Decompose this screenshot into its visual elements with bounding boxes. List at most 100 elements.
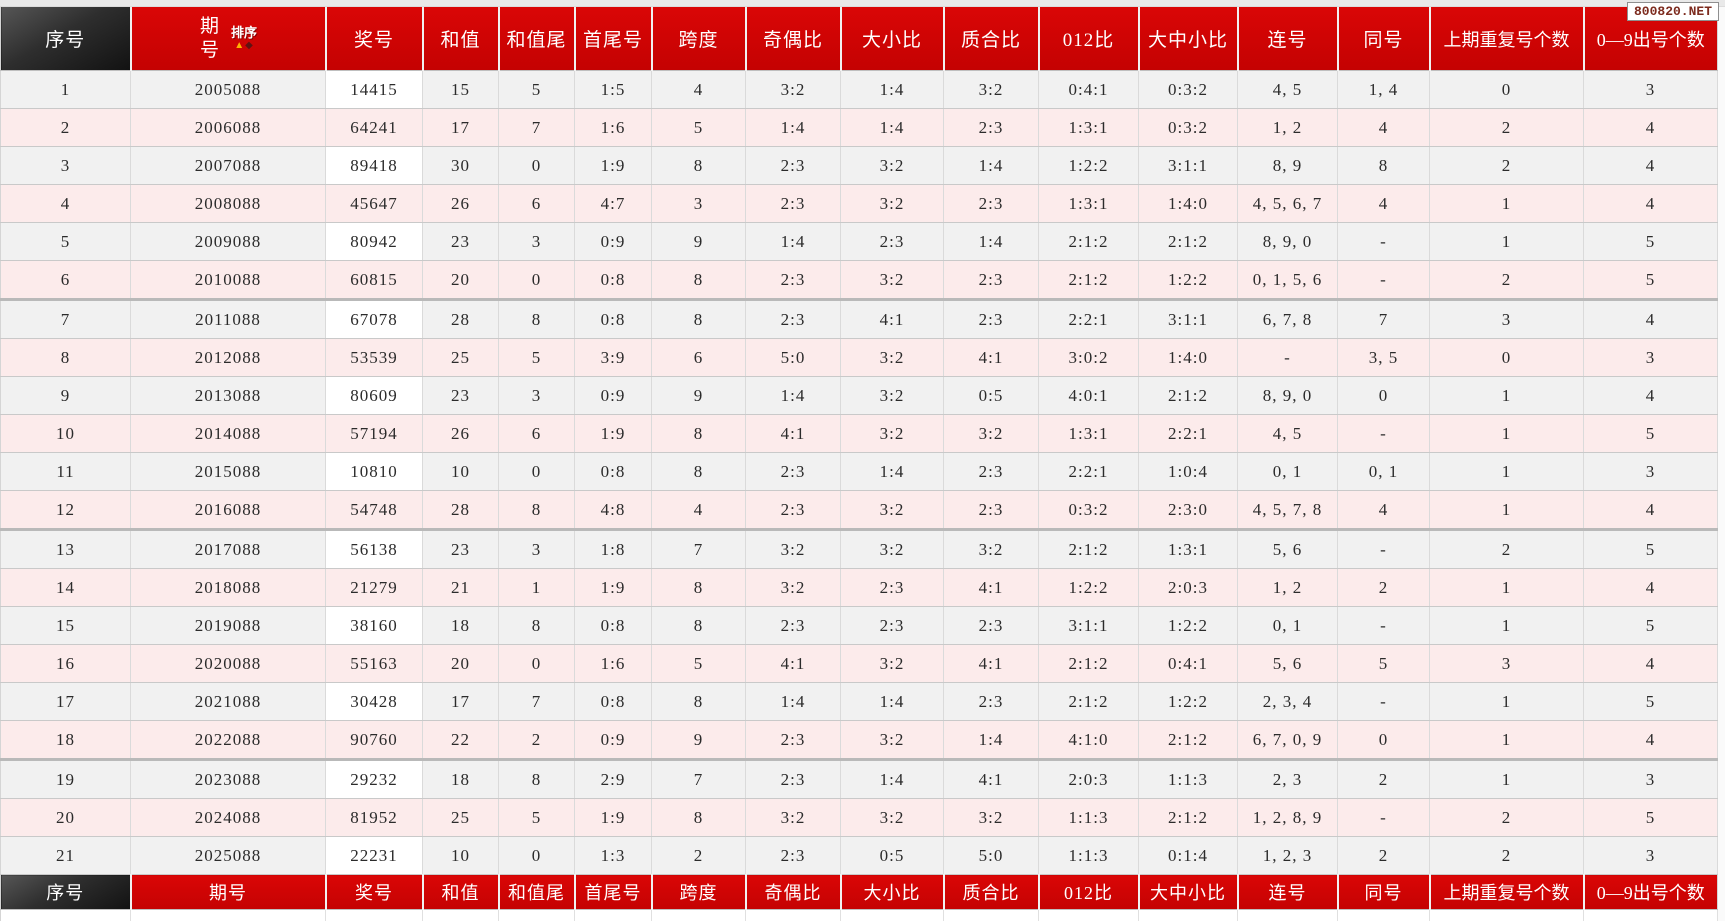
cell-digit-appear-count: 4 bbox=[1584, 721, 1718, 760]
cell-big-small: 2:3 bbox=[841, 223, 944, 261]
cell-big-mid-small: 1:2:2 bbox=[1139, 607, 1238, 645]
cell-odd-even: 2:3 bbox=[746, 185, 841, 223]
cell-consecutive: 5, 6 bbox=[1238, 645, 1338, 683]
footer-odd-even: 奇偶比 bbox=[746, 875, 841, 910]
cell-same-number: - bbox=[1338, 261, 1430, 300]
cell-first-last: 0:9 bbox=[575, 377, 652, 415]
cell-prime-composite: 1:4 bbox=[944, 223, 1039, 261]
cell-span: 4 bbox=[652, 71, 746, 109]
cell-big-small: 1:4 bbox=[841, 760, 944, 799]
cell-consecutive: 6, 7, 0, 9 bbox=[1238, 721, 1338, 760]
cell-period: 2021088 bbox=[131, 683, 326, 721]
cell-odd-even: 2:3 bbox=[746, 721, 841, 760]
cell-big-mid-small: 2:1:2 bbox=[1139, 799, 1238, 837]
cell-sum-tail: 1 bbox=[499, 569, 575, 607]
cell-big-mid-small: 1:2:2 bbox=[1139, 261, 1238, 300]
cell-prime-composite: 2:3 bbox=[944, 185, 1039, 223]
cell-prime-composite: 3:2 bbox=[944, 415, 1039, 453]
footer-span: 跨度 bbox=[652, 875, 746, 910]
cell-sum: 25 bbox=[423, 799, 499, 837]
cell-sum: 17 bbox=[423, 109, 499, 147]
cell-big-mid-small: 3:1:1 bbox=[1139, 300, 1238, 339]
cell-prime-composite: 0:5 bbox=[944, 377, 1039, 415]
cell-span: 7 bbox=[652, 530, 746, 569]
cell-period: 2005088 bbox=[131, 71, 326, 109]
cell-period: 2007088 bbox=[131, 147, 326, 185]
cell-012-ratio: 4:1:0 bbox=[1039, 721, 1139, 760]
cell-prime-composite: 4:1 bbox=[944, 339, 1039, 377]
cell-digit-appear-count: 4 bbox=[1584, 147, 1718, 185]
cell-odd-even: 2:3 bbox=[746, 607, 841, 645]
cell-odd-even: 2:3 bbox=[746, 760, 841, 799]
cell-odd-even: 2:3 bbox=[746, 491, 841, 530]
cell-consecutive: 1, 2, 8, 9 bbox=[1238, 799, 1338, 837]
cell-index: 15 bbox=[1, 607, 131, 645]
sort-label[interactable]: 排序 bbox=[231, 26, 257, 39]
cell-span: 8 bbox=[652, 683, 746, 721]
cell-repeat-prev-count: 1 bbox=[1430, 683, 1584, 721]
cell-span: 8 bbox=[652, 607, 746, 645]
footer-012-ratio: 012比 bbox=[1039, 875, 1139, 910]
cell-consecutive: 2, 3, 4 bbox=[1238, 683, 1338, 721]
cell-index: 19 bbox=[1, 760, 131, 799]
sort-asc-icon[interactable]: ▲ bbox=[234, 40, 245, 51]
cell-big-small: 3:2 bbox=[841, 415, 944, 453]
cell-sum: 26 bbox=[423, 185, 499, 223]
cell-012-ratio: 0:3:2 bbox=[1039, 491, 1139, 530]
cell-sum-tail: 0 bbox=[499, 147, 575, 185]
header-sum: 和值 bbox=[423, 7, 499, 71]
sort-arrows[interactable]: ▲◆ bbox=[234, 41, 254, 51]
cell-sum-tail: 8 bbox=[499, 300, 575, 339]
cell-012-ratio: 1:3:1 bbox=[1039, 415, 1139, 453]
cell-index: 17 bbox=[1, 683, 131, 721]
cell-span: 7 bbox=[652, 760, 746, 799]
cell-odd-even: 3:2 bbox=[746, 71, 841, 109]
header-first-last: 首尾号 bbox=[575, 7, 652, 71]
cell-index: 7 bbox=[1, 300, 131, 339]
cell-consecutive: 0, 1 bbox=[1238, 453, 1338, 491]
cell-same-number: 4 bbox=[1338, 109, 1430, 147]
sort-control[interactable]: 排序 ▲◆ bbox=[231, 26, 257, 51]
cell-repeat-prev-count: 3 bbox=[1430, 645, 1584, 683]
cell-repeat-prev-count: 3 bbox=[1430, 300, 1584, 339]
header-big-small: 大小比 bbox=[841, 7, 944, 71]
cell-period: 2010088 bbox=[131, 261, 326, 300]
footer-big-mid-small: 大中小比 bbox=[1139, 875, 1238, 910]
header-repeat-prev-count: 上期重复号个数 bbox=[1430, 7, 1584, 71]
cell-first-last: 1:9 bbox=[575, 147, 652, 185]
sort-desc-icon[interactable]: ◆ bbox=[245, 40, 254, 51]
cell-repeat-prev-count: 1 bbox=[1430, 721, 1584, 760]
cell-sum-tail: 5 bbox=[499, 799, 575, 837]
cell-012-ratio: 3:0:2 bbox=[1039, 339, 1139, 377]
cell-sum: 23 bbox=[423, 377, 499, 415]
footer-digit-appear-count: 0—9出号个数 bbox=[1584, 875, 1718, 910]
cell-period: 2009088 bbox=[131, 223, 326, 261]
cell-consecutive: 1, 2 bbox=[1238, 569, 1338, 607]
cell-odd-even: 2:3 bbox=[746, 261, 841, 300]
cell-big-mid-small: 3:1:1 bbox=[1139, 147, 1238, 185]
cell-sum-tail: 2 bbox=[499, 721, 575, 760]
cell-repeat-prev-count: 2 bbox=[1430, 109, 1584, 147]
cell-repeat-prev-count: 2 bbox=[1430, 261, 1584, 300]
cell-consecutive: 1, 2, 3 bbox=[1238, 837, 1338, 875]
cell-sum: 15 bbox=[423, 71, 499, 109]
cell-number: 64241 bbox=[326, 109, 423, 147]
cell-span: 8 bbox=[652, 147, 746, 185]
header-012-ratio: 012比 bbox=[1039, 7, 1139, 71]
cell-consecutive: 0, 1, 5, 6 bbox=[1238, 261, 1338, 300]
cell-prime-composite: 2:3 bbox=[944, 491, 1039, 530]
cell-012-ratio: 2:1:2 bbox=[1039, 261, 1139, 300]
cell-same-number: 3, 5 bbox=[1338, 339, 1430, 377]
cell-span: 4 bbox=[652, 491, 746, 530]
cell-same-number: 5 bbox=[1338, 645, 1430, 683]
cell-sum: 20 bbox=[423, 645, 499, 683]
cell-number: 10810 bbox=[326, 453, 423, 491]
cell-odd-even: 3:2 bbox=[746, 530, 841, 569]
cell-repeat-prev-count: 1 bbox=[1430, 223, 1584, 261]
cell-consecutive: 6, 7, 8 bbox=[1238, 300, 1338, 339]
